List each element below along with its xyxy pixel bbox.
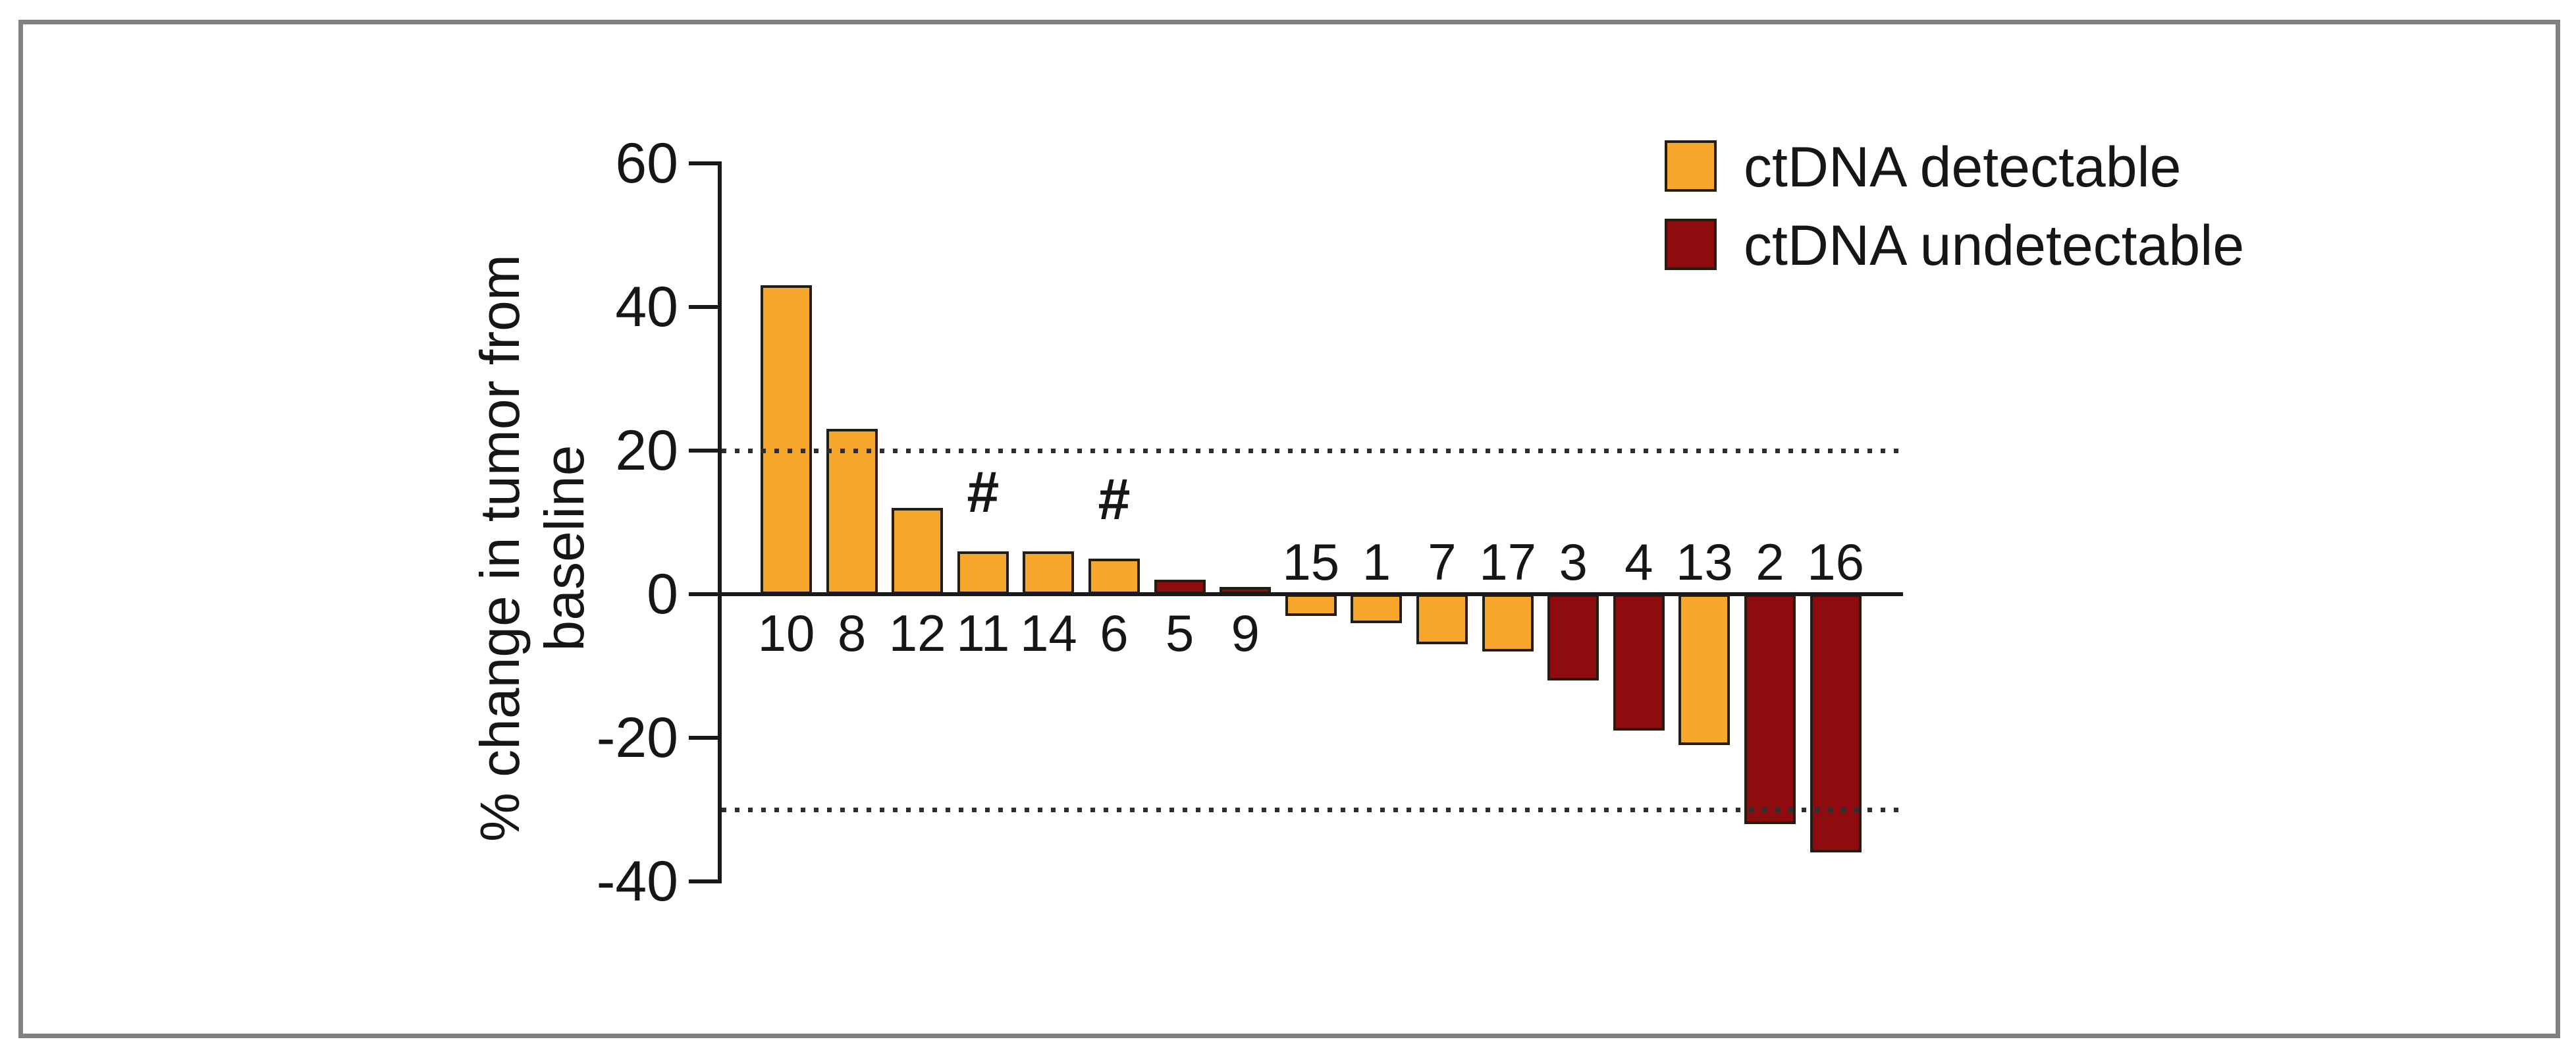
bar-patient-3	[1547, 594, 1599, 680]
bar-patient-14	[1023, 551, 1075, 594]
bar-label-patient-7: 7	[1428, 533, 1457, 591]
ref-line-20	[722, 449, 1903, 453]
bar-label-patient-1: 1	[1362, 533, 1391, 591]
bar-patient-17	[1482, 594, 1534, 652]
y-tick-label--40: -40	[596, 850, 678, 913]
y-tick-label-40: 40	[615, 275, 678, 339]
bar-label-patient-13: 13	[1676, 533, 1733, 591]
bar-patient-7	[1416, 594, 1468, 645]
bar-label-patient-11: 11	[956, 604, 1010, 662]
bar-label-patient-9: 9	[1231, 604, 1260, 662]
hash-annotation-patient-6: #	[1098, 466, 1131, 532]
bar-label-patient-2: 2	[1756, 533, 1784, 591]
bar-label-patient-17: 17	[1479, 533, 1536, 591]
bar-patient-4	[1613, 594, 1665, 731]
bar-patient-8	[826, 429, 878, 594]
bar-label-patient-5: 5	[1165, 604, 1194, 662]
y-axis-line	[718, 161, 722, 883]
bar-label-patient-12: 12	[888, 604, 946, 662]
bar-label-patient-3: 3	[1559, 533, 1588, 591]
y-tick-40	[689, 305, 718, 309]
bar-label-patient-16: 16	[1807, 533, 1864, 591]
legend-swatch-detectable	[1665, 140, 1717, 192]
hash-annotation-patient-11: #	[967, 458, 1000, 524]
y-tick--20	[689, 736, 718, 740]
bar-patient-13	[1678, 594, 1731, 745]
y-tick-label-20: 20	[615, 419, 678, 482]
bar-label-patient-14: 14	[1020, 604, 1077, 662]
y-tick--40	[689, 879, 718, 883]
bar-patient-10	[761, 285, 812, 594]
bar-patient-16	[1810, 594, 1862, 853]
legend-label-detectable: ctDNA detectable	[1744, 136, 2182, 199]
bar-label-patient-10: 10	[757, 604, 815, 662]
figure-frame	[18, 20, 2560, 1038]
y-tick-label--20: -20	[596, 706, 678, 769]
x-axis-line	[718, 592, 1903, 596]
legend-label-undetectable: ctDNA undetectable	[1744, 214, 2245, 277]
bar-patient-11	[957, 551, 1009, 594]
y-tick-60	[689, 161, 718, 165]
bar-label-patient-15: 15	[1282, 533, 1340, 591]
bar-patient-15	[1285, 594, 1337, 616]
bar-label-patient-8: 8	[837, 604, 867, 662]
bar-patient-1	[1351, 594, 1403, 623]
y-tick-label-60: 60	[615, 132, 678, 195]
y-tick-0	[689, 592, 718, 596]
y-tick-label-0: 0	[647, 563, 678, 626]
bar-label-patient-6: 6	[1100, 604, 1129, 662]
bar-patient-2	[1744, 594, 1796, 824]
ref-line--30	[722, 808, 1903, 812]
bar-patient-6	[1088, 558, 1140, 594]
bar-label-patient-4: 4	[1624, 533, 1653, 591]
y-tick-20	[689, 449, 718, 453]
legend-swatch-undetectable	[1665, 219, 1717, 270]
